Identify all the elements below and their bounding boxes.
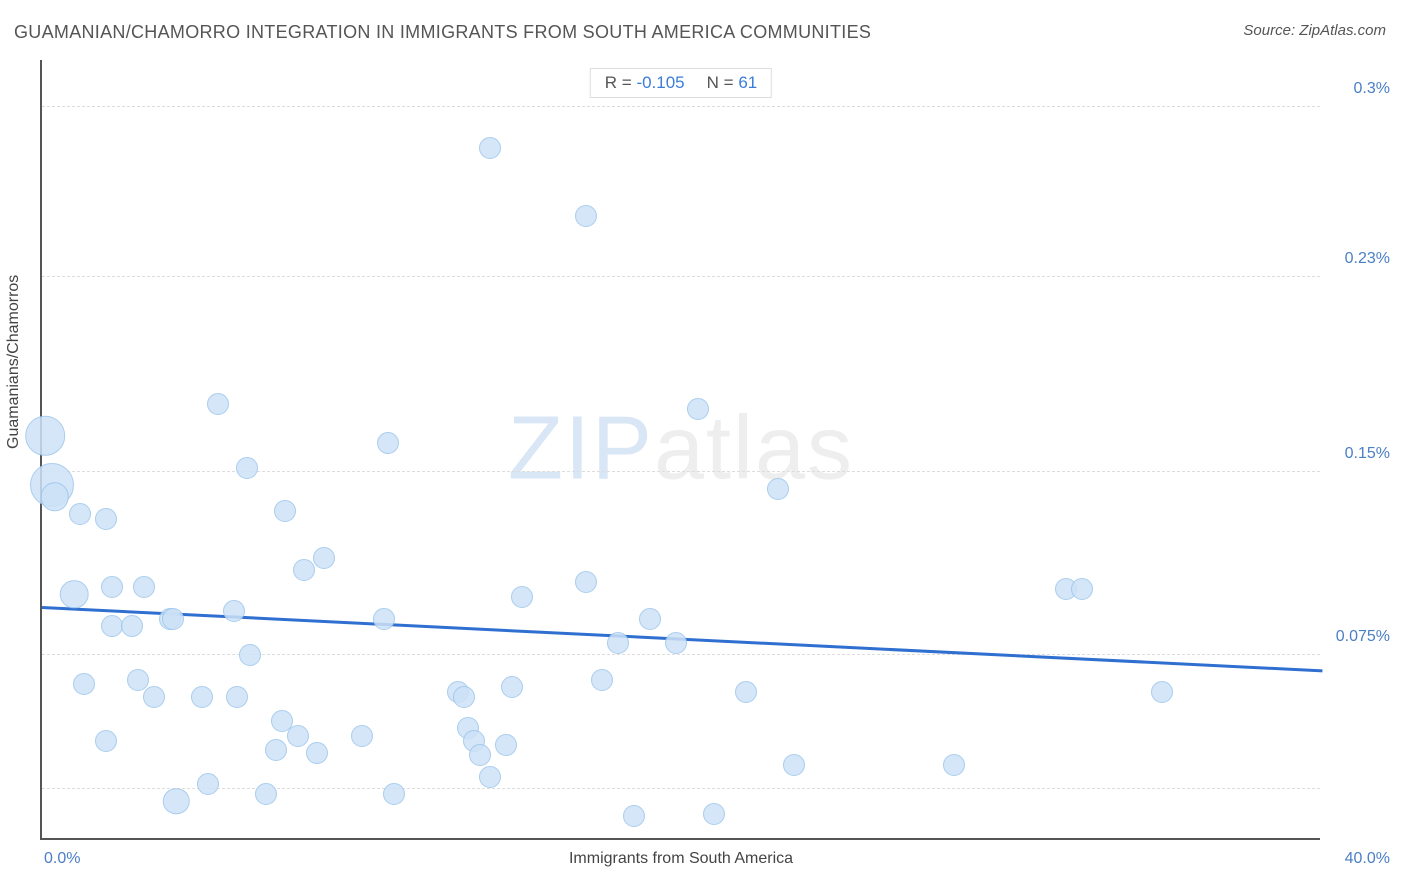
data-point bbox=[207, 393, 229, 415]
watermark-zip: ZIP bbox=[508, 399, 654, 499]
data-point bbox=[735, 681, 757, 703]
watermark-atlas: atlas bbox=[654, 399, 854, 499]
data-point bbox=[306, 742, 328, 764]
plot-area: ZIPatlas R = -0.105 N = 61 Guamanians/Ch… bbox=[40, 60, 1320, 840]
y-axis-label: Guamanians/Chamorros bbox=[5, 275, 23, 449]
data-point bbox=[479, 766, 501, 788]
data-point bbox=[255, 783, 277, 805]
data-point bbox=[162, 608, 184, 630]
data-point bbox=[383, 783, 405, 805]
data-point bbox=[687, 398, 709, 420]
data-point bbox=[95, 730, 117, 752]
data-point bbox=[274, 500, 296, 522]
chart-title: GUAMANIAN/CHAMORRO INTEGRATION IN IMMIGR… bbox=[14, 22, 871, 43]
gridline bbox=[42, 788, 1320, 789]
data-point bbox=[313, 547, 335, 569]
data-point bbox=[591, 669, 613, 691]
data-point bbox=[226, 686, 248, 708]
data-point bbox=[453, 686, 475, 708]
data-point bbox=[665, 632, 687, 654]
y-tick-label: 0.075% bbox=[1336, 628, 1390, 646]
data-point bbox=[1151, 681, 1173, 703]
data-point bbox=[575, 205, 597, 227]
data-point bbox=[495, 734, 517, 756]
data-point bbox=[511, 586, 533, 608]
stat-n: N = 61 bbox=[707, 73, 758, 93]
data-point bbox=[239, 644, 261, 666]
data-point bbox=[41, 482, 70, 511]
source-value: ZipAtlas.com bbox=[1299, 22, 1386, 39]
y-tick-label: 0.3% bbox=[1354, 80, 1390, 98]
data-point bbox=[575, 571, 597, 593]
data-point bbox=[469, 744, 491, 766]
data-point bbox=[127, 669, 149, 691]
data-point bbox=[69, 503, 91, 525]
data-point bbox=[373, 608, 395, 630]
data-point bbox=[287, 725, 309, 747]
data-point bbox=[1071, 578, 1093, 600]
stat-n-label: N = bbox=[707, 73, 734, 92]
data-point bbox=[73, 673, 95, 695]
gridline bbox=[42, 654, 1320, 655]
gridline bbox=[42, 106, 1320, 107]
data-point bbox=[133, 576, 155, 598]
gridline bbox=[42, 276, 1320, 277]
data-point bbox=[25, 416, 65, 456]
data-point bbox=[191, 686, 213, 708]
data-point bbox=[60, 580, 89, 609]
data-point bbox=[351, 725, 373, 747]
x-axis-label: Immigrants from South America bbox=[569, 850, 793, 868]
y-tick-label: 0.15% bbox=[1345, 445, 1390, 463]
stat-r: R = -0.105 bbox=[605, 73, 685, 93]
data-point bbox=[143, 686, 165, 708]
data-point bbox=[197, 773, 219, 795]
data-point bbox=[943, 754, 965, 776]
data-point bbox=[121, 615, 143, 637]
data-point bbox=[293, 559, 315, 581]
data-point bbox=[501, 676, 523, 698]
gridline bbox=[42, 471, 1320, 472]
stat-r-label: R = bbox=[605, 73, 632, 92]
y-tick-label: 0.23% bbox=[1345, 250, 1390, 268]
data-point bbox=[377, 432, 399, 454]
stat-r-value: -0.105 bbox=[636, 73, 684, 92]
data-point bbox=[265, 739, 287, 761]
data-point bbox=[223, 600, 245, 622]
data-point bbox=[95, 508, 117, 530]
data-point bbox=[163, 788, 189, 814]
data-point bbox=[236, 457, 258, 479]
data-point bbox=[783, 754, 805, 776]
data-point bbox=[623, 805, 645, 827]
source-label: Source: bbox=[1243, 22, 1295, 39]
stats-box: R = -0.105 N = 61 bbox=[590, 68, 772, 98]
data-point bbox=[101, 576, 123, 598]
data-point bbox=[607, 632, 629, 654]
data-point bbox=[639, 608, 661, 630]
x-tick-label: 0.0% bbox=[44, 850, 80, 868]
data-point bbox=[703, 803, 725, 825]
x-tick-label: 40.0% bbox=[1345, 850, 1390, 868]
data-point bbox=[479, 137, 501, 159]
chart-container: GUAMANIAN/CHAMORRO INTEGRATION IN IMMIGR… bbox=[0, 0, 1406, 892]
data-point bbox=[767, 478, 789, 500]
watermark: ZIPatlas bbox=[508, 398, 854, 501]
stat-n-value: 61 bbox=[738, 73, 757, 92]
source-attribution: Source: ZipAtlas.com bbox=[1243, 22, 1386, 39]
